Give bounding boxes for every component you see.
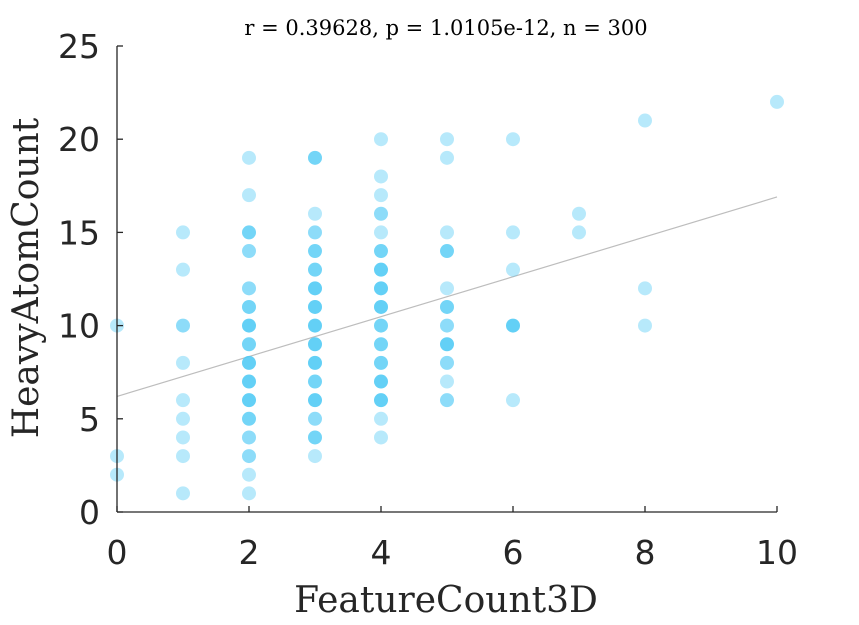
data-point [176, 262, 190, 277]
data-point [176, 225, 190, 240]
data-point [506, 262, 520, 277]
data-point [242, 337, 256, 352]
x-tick-label: 0 [107, 533, 128, 572]
data-point [176, 318, 190, 333]
data-point [374, 225, 388, 240]
data-point [374, 393, 388, 408]
data-point [242, 299, 256, 314]
x-tick-label: 8 [635, 533, 656, 572]
data-point [308, 262, 322, 277]
y-ticks: 0 5 10 15 20 25 [58, 27, 123, 532]
x-tick-label: 6 [503, 533, 524, 572]
data-point [308, 318, 322, 333]
data-point [440, 150, 454, 165]
data-point [374, 132, 388, 147]
data-point [176, 486, 190, 501]
data-point [374, 337, 388, 352]
data-point [176, 355, 190, 370]
data-point [176, 430, 190, 445]
points-layer [110, 94, 784, 501]
data-point [242, 449, 256, 464]
data-point [308, 150, 322, 165]
data-point [374, 169, 388, 184]
data-point [242, 355, 256, 370]
data-point [572, 206, 586, 221]
data-point [374, 188, 388, 203]
data-point [242, 467, 256, 482]
data-point [506, 132, 520, 147]
data-point [308, 430, 322, 445]
data-point [242, 281, 256, 296]
data-point [440, 374, 454, 389]
data-point [440, 132, 454, 147]
data-point [242, 244, 256, 259]
data-point [374, 299, 388, 314]
data-point [506, 225, 520, 240]
data-point [374, 411, 388, 426]
data-point [506, 393, 520, 408]
data-point [374, 244, 388, 259]
data-point [242, 225, 256, 240]
data-point [308, 393, 322, 408]
y-tick-label: 10 [58, 307, 100, 346]
data-point [308, 299, 322, 314]
y-tick-label: 25 [58, 27, 100, 66]
data-point [308, 411, 322, 426]
data-point [440, 393, 454, 408]
y-axis-label: HeavyAtomCount [6, 117, 47, 438]
data-point [176, 449, 190, 464]
y-tick-label: 15 [58, 213, 100, 252]
y-tick-label: 0 [79, 493, 100, 532]
trendline [116, 196, 778, 398]
data-point [440, 299, 454, 314]
data-point [638, 318, 652, 333]
x-axis-label: FeatureCount3D [294, 580, 598, 621]
data-point [242, 374, 256, 389]
data-point [242, 318, 256, 333]
data-point [308, 225, 322, 240]
x-tick-label: 4 [371, 533, 392, 572]
data-point [374, 355, 388, 370]
x-tick-label: 2 [239, 533, 260, 572]
data-point [440, 318, 454, 333]
data-point [440, 225, 454, 240]
data-point [308, 355, 322, 370]
data-point [242, 430, 256, 445]
x-tick-label: 10 [756, 533, 798, 572]
data-point [638, 281, 652, 296]
data-point [242, 188, 256, 203]
x-ticks: 0 2 4 6 8 10 [107, 506, 798, 572]
data-point [440, 244, 454, 259]
data-point [638, 113, 652, 128]
data-point [308, 281, 322, 296]
data-point [374, 206, 388, 221]
data-point [308, 206, 322, 221]
data-point [374, 262, 388, 277]
data-point [440, 337, 454, 352]
data-point [308, 449, 322, 464]
data-point [308, 244, 322, 259]
data-point [374, 281, 388, 296]
y-tick-label: 5 [79, 400, 100, 439]
y-tick-label: 20 [58, 120, 100, 159]
data-point [242, 486, 256, 501]
data-point [242, 393, 256, 408]
data-point [308, 374, 322, 389]
data-point [374, 430, 388, 445]
data-point [506, 318, 520, 333]
data-point [308, 337, 322, 352]
chart-title: r = 0.39628, p = 1.0105e-12, n = 300 [244, 16, 647, 40]
data-point [242, 150, 256, 165]
data-point [374, 318, 388, 333]
data-point [770, 94, 784, 109]
data-point [440, 281, 454, 296]
data-point [176, 393, 190, 408]
data-point [440, 355, 454, 370]
data-point [572, 225, 586, 240]
trendline-layer [116, 196, 778, 398]
data-point [242, 411, 256, 426]
data-point [374, 374, 388, 389]
data-point [176, 411, 190, 426]
